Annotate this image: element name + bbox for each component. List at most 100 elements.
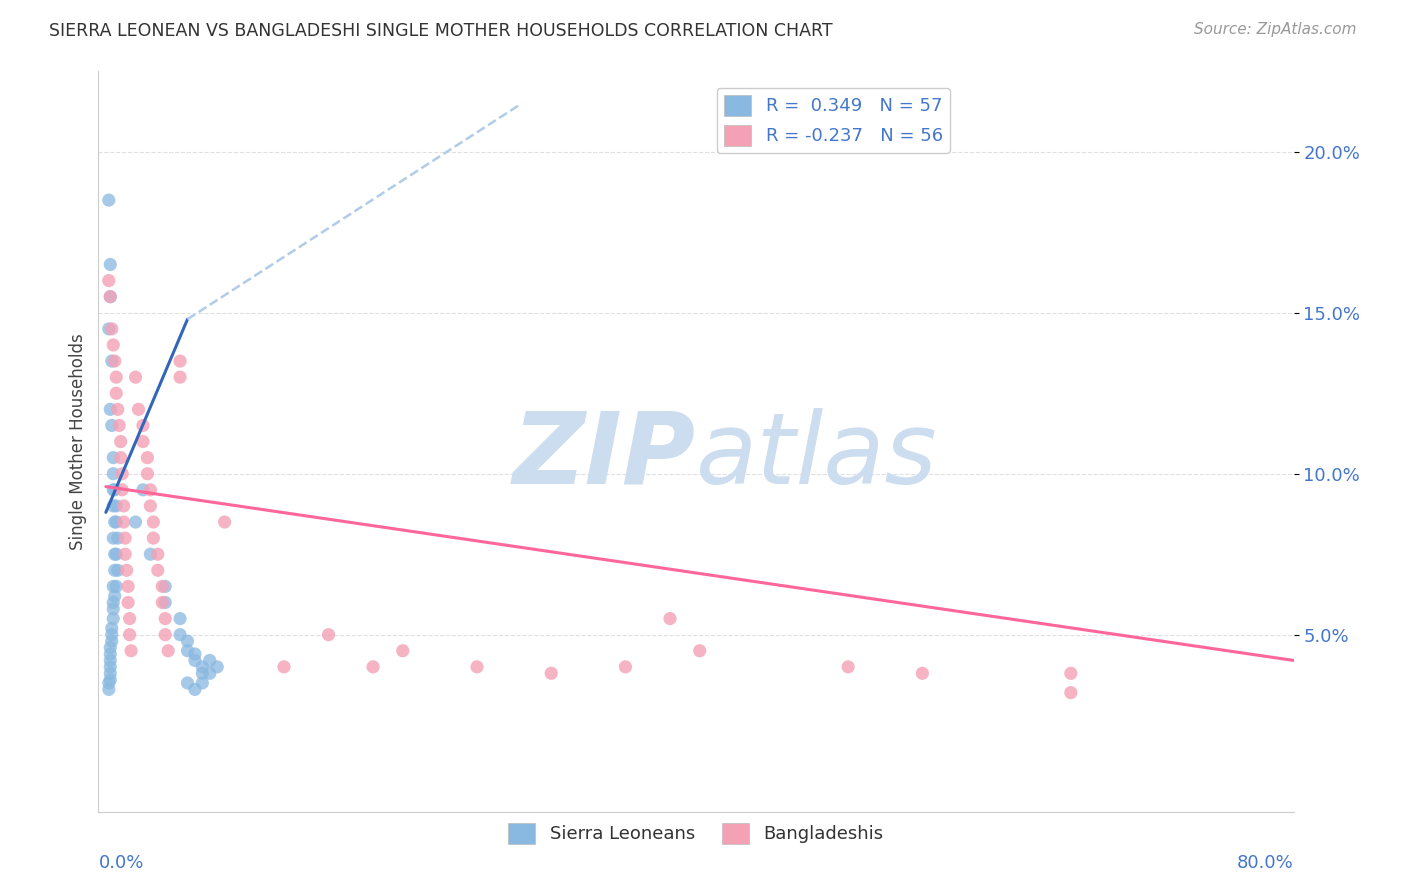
- Point: [139, 499, 162, 513]
- Point: [111, 483, 134, 497]
- Point: [150, 595, 173, 609]
- Point: [104, 515, 127, 529]
- Point: [142, 531, 165, 545]
- Point: [117, 579, 139, 593]
- Point: [101, 634, 124, 648]
- Point: [911, 666, 934, 681]
- Point: [1060, 685, 1083, 699]
- Text: 0.0%: 0.0%: [98, 854, 143, 871]
- Point: [146, 547, 169, 561]
- Point: [98, 640, 121, 655]
- Point: [103, 499, 125, 513]
- Point: [191, 666, 214, 681]
- Point: [101, 628, 124, 642]
- Point: [128, 402, 150, 417]
- Point: [659, 611, 682, 625]
- Point: [198, 666, 221, 681]
- Point: [540, 666, 562, 681]
- Point: [104, 354, 127, 368]
- Point: [101, 621, 124, 635]
- Point: [110, 450, 132, 465]
- Point: [176, 644, 198, 658]
- Point: [146, 563, 169, 577]
- Point: [105, 547, 128, 561]
- Point: [115, 563, 138, 577]
- Point: [105, 515, 128, 529]
- Point: [103, 602, 125, 616]
- Point: [111, 467, 134, 481]
- Point: [184, 653, 207, 667]
- Point: [97, 193, 120, 207]
- Point: [98, 653, 121, 667]
- Point: [101, 322, 124, 336]
- Point: [124, 515, 146, 529]
- Point: [273, 660, 295, 674]
- Point: [318, 628, 340, 642]
- Point: [117, 595, 139, 609]
- Point: [132, 434, 155, 449]
- Point: [150, 579, 173, 593]
- Y-axis label: Single Mother Households: Single Mother Households: [69, 334, 87, 549]
- Point: [176, 676, 198, 690]
- Point: [155, 579, 177, 593]
- Point: [142, 515, 165, 529]
- Point: [124, 370, 146, 384]
- Point: [169, 611, 191, 625]
- Point: [104, 589, 127, 603]
- Point: [205, 660, 228, 674]
- Text: 80.0%: 80.0%: [1237, 854, 1294, 871]
- Point: [169, 354, 191, 368]
- Point: [169, 370, 191, 384]
- Point: [114, 547, 136, 561]
- Point: [103, 579, 125, 593]
- Point: [103, 611, 125, 625]
- Point: [98, 258, 121, 272]
- Point: [1060, 666, 1083, 681]
- Point: [139, 483, 162, 497]
- Point: [98, 290, 121, 304]
- Point: [110, 434, 132, 449]
- Point: [97, 682, 120, 697]
- Point: [184, 647, 207, 661]
- Text: ZIP: ZIP: [513, 408, 696, 505]
- Point: [132, 418, 155, 433]
- Point: [101, 418, 124, 433]
- Legend: Sierra Leoneans, Bangladeshis: Sierra Leoneans, Bangladeshis: [501, 815, 891, 851]
- Point: [136, 467, 159, 481]
- Point: [214, 515, 236, 529]
- Point: [112, 499, 135, 513]
- Point: [104, 483, 127, 497]
- Point: [98, 673, 121, 687]
- Point: [112, 515, 135, 529]
- Point: [465, 660, 488, 674]
- Point: [689, 644, 711, 658]
- Point: [105, 370, 128, 384]
- Point: [120, 644, 142, 658]
- Point: [155, 595, 177, 609]
- Point: [108, 418, 131, 433]
- Point: [184, 682, 207, 697]
- Point: [98, 647, 121, 661]
- Point: [97, 676, 120, 690]
- Point: [107, 531, 129, 545]
- Text: SIERRA LEONEAN VS BANGLADESHI SINGLE MOTHER HOUSEHOLDS CORRELATION CHART: SIERRA LEONEAN VS BANGLADESHI SINGLE MOT…: [49, 22, 832, 40]
- Point: [198, 653, 221, 667]
- Point: [103, 338, 125, 352]
- Point: [837, 660, 859, 674]
- Point: [157, 644, 180, 658]
- Point: [614, 660, 637, 674]
- Point: [105, 386, 128, 401]
- Point: [98, 402, 121, 417]
- Point: [139, 547, 162, 561]
- Point: [191, 660, 214, 674]
- Point: [103, 595, 125, 609]
- Point: [103, 483, 125, 497]
- Point: [103, 467, 125, 481]
- Text: atlas: atlas: [696, 408, 938, 505]
- Point: [118, 611, 141, 625]
- Point: [98, 660, 121, 674]
- Point: [136, 450, 159, 465]
- Point: [107, 402, 129, 417]
- Point: [98, 666, 121, 681]
- Point: [104, 547, 127, 561]
